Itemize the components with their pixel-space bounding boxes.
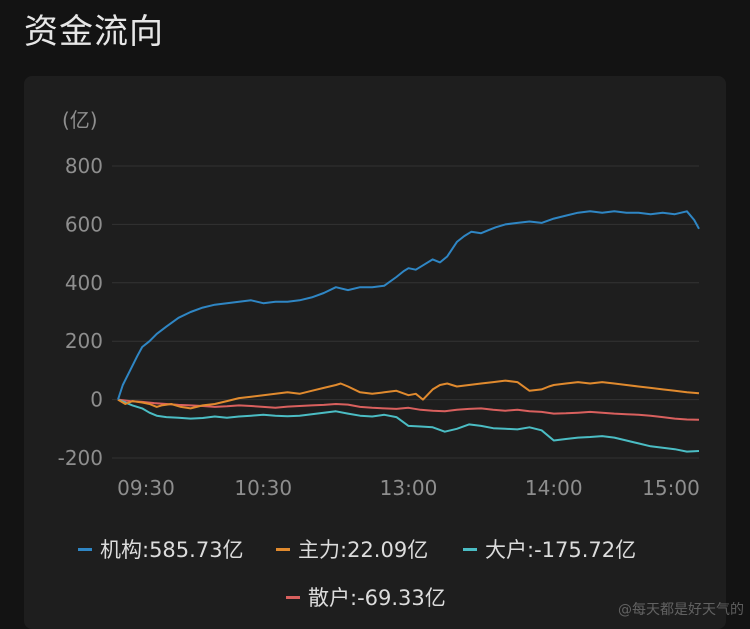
y-tick-label: 600 xyxy=(65,212,103,236)
legend-swatch xyxy=(78,547,92,551)
chart-card xyxy=(24,76,726,629)
series-line-散户 xyxy=(117,398,700,421)
legend-label: 机构:585.73亿 xyxy=(100,538,244,562)
legend-label: 主力:22.09亿 xyxy=(298,538,429,562)
legend-label: 散户:-69.33亿 xyxy=(308,586,446,610)
legend-item-zhuli[interactable]: 主力:22.09亿 xyxy=(276,534,428,564)
legend-item-sanhu[interactable]: 散户:-69.33亿 xyxy=(286,582,446,612)
y-axis-unit-label: (亿) xyxy=(62,108,98,132)
watermark: @每天都是好天气的 xyxy=(618,602,744,618)
legend-item-dahu[interactable]: 大户:-175.72亿 xyxy=(463,534,636,564)
legend-label: 大户:-175.72亿 xyxy=(485,538,637,562)
legend-swatch xyxy=(276,547,290,551)
series-line-主力 xyxy=(117,379,700,410)
legend-swatch xyxy=(286,595,300,599)
y-tick-label: 200 xyxy=(65,329,103,353)
page-title: 资金流向 xyxy=(24,12,164,52)
x-tick-label: 09:30 xyxy=(117,476,175,500)
x-tick-label: 13:00 xyxy=(380,476,438,500)
x-tick-label: 10:30 xyxy=(234,476,292,500)
y-tick-label: -200 xyxy=(58,446,103,470)
x-tick-label: 14:00 xyxy=(525,476,583,500)
y-tick-label: 400 xyxy=(65,271,103,295)
series-line-大户 xyxy=(117,398,700,453)
legend-item-jigou[interactable]: 机构:585.73亿 xyxy=(78,534,244,564)
x-tick-label: 15:00 xyxy=(642,476,700,500)
y-tick-label: 800 xyxy=(65,154,103,178)
legend-swatch xyxy=(463,547,477,551)
y-tick-label: 0 xyxy=(90,388,103,412)
series-line-机构 xyxy=(117,210,700,400)
